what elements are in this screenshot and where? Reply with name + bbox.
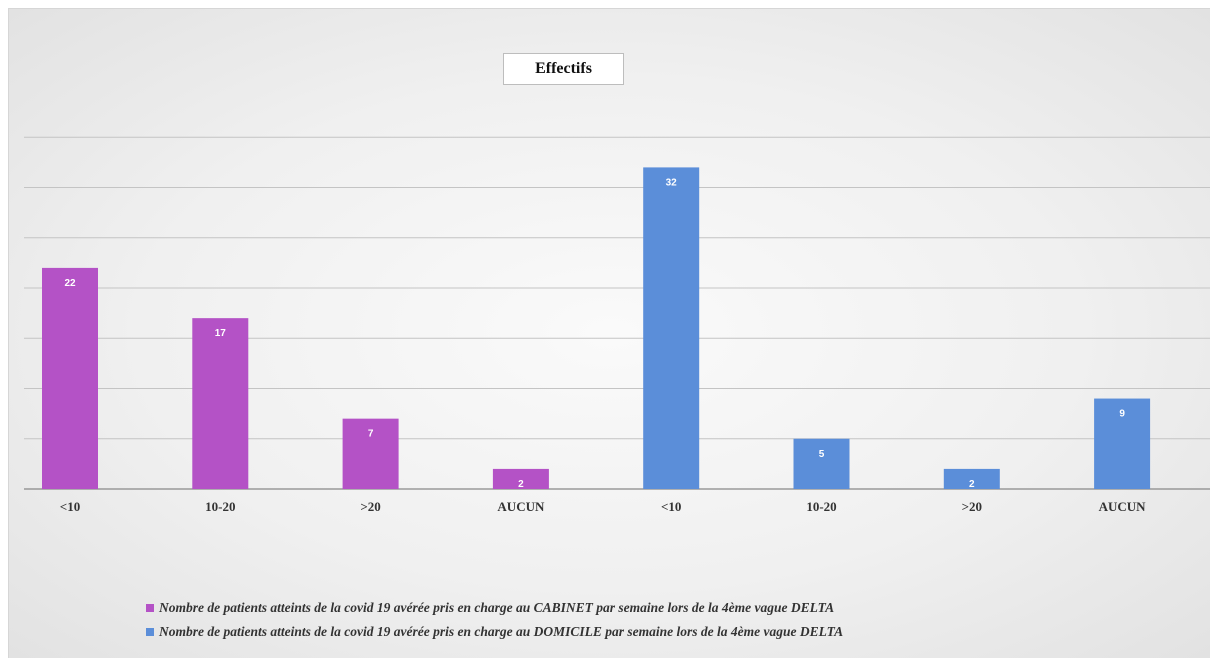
x-tick-label: AUCUN bbox=[1099, 499, 1147, 514]
x-tick-label: <10 bbox=[661, 499, 681, 514]
x-tick-label: <10 bbox=[60, 499, 80, 514]
bar-domicile bbox=[793, 438, 850, 489]
bar-domicile bbox=[1094, 398, 1151, 489]
legend: Nombre de patients atteints de la covid … bbox=[146, 596, 843, 644]
data-label: 7 bbox=[368, 429, 374, 440]
data-label: 9 bbox=[1119, 409, 1125, 420]
chart-title: Effectifs bbox=[503, 53, 624, 85]
legend-swatch-cabinet bbox=[146, 604, 154, 612]
x-tick-label: 10-20 bbox=[806, 499, 836, 514]
legend-entry-cabinet: Nombre de patients atteints de la covid … bbox=[146, 596, 843, 620]
bar-domicile bbox=[643, 167, 700, 489]
data-label: 5 bbox=[819, 449, 825, 460]
gridlines bbox=[24, 136, 1210, 490]
legend-entry-domicile: Nombre de patients atteints de la covid … bbox=[146, 620, 843, 644]
data-label: 32 bbox=[666, 177, 678, 188]
bars bbox=[42, 167, 1151, 489]
x-tick-label: >20 bbox=[360, 499, 380, 514]
x-tick-label: >20 bbox=[962, 499, 982, 514]
data-labels: 22 17 7 2 32 5 2 9 bbox=[64, 177, 1125, 490]
data-label: 22 bbox=[64, 278, 76, 289]
bar-domicile bbox=[943, 468, 1000, 489]
data-label: 2 bbox=[969, 479, 975, 490]
data-label: 2 bbox=[518, 479, 524, 490]
legend-label-domicile: Nombre de patients atteints de la covid … bbox=[159, 624, 844, 639]
x-tick-label: 10-20 bbox=[205, 499, 235, 514]
data-label: 17 bbox=[215, 328, 227, 339]
x-axis-tick-labels: <10 10-20 >20 AUCUN <10 10-20 >20 AUCUN bbox=[60, 499, 1146, 514]
bar-cabinet bbox=[192, 318, 249, 489]
bar-cabinet bbox=[492, 468, 549, 489]
bar-cabinet bbox=[342, 418, 399, 489]
legend-swatch-domicile bbox=[146, 628, 154, 636]
legend-label-cabinet: Nombre de patients atteints de la covid … bbox=[159, 600, 835, 615]
bar-cabinet bbox=[42, 267, 98, 489]
x-tick-label: AUCUN bbox=[497, 499, 545, 514]
